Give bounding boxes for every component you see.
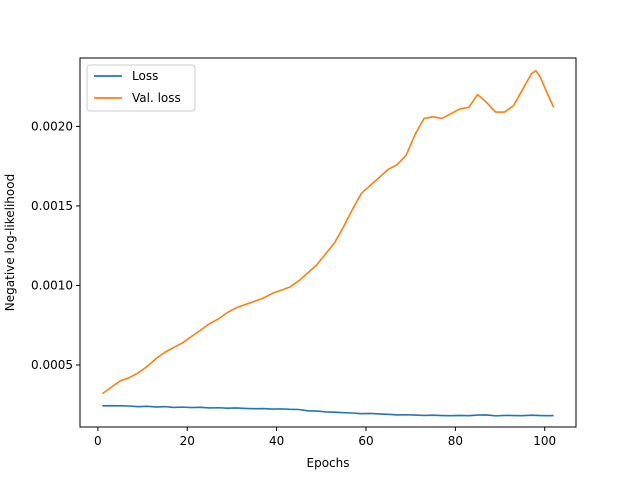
x-tick-label: 20	[180, 434, 195, 448]
plot-frame	[79, 57, 577, 428]
legend: Loss Val. loss	[86, 64, 196, 112]
x-tick-label: 0	[94, 434, 102, 448]
x-axis-ticks: 0 20 40 60 80 100	[94, 427, 556, 448]
x-tick-label: 80	[448, 434, 463, 448]
series-line-val-loss	[101, 69, 555, 395]
x-tick-label: 60	[358, 434, 373, 448]
legend-label-loss: Loss	[132, 69, 158, 83]
y-tick-label: 0.0005	[31, 358, 73, 372]
y-tick-label: 0.0010	[31, 278, 73, 292]
legend-label-val-loss: Val. loss	[132, 91, 181, 105]
y-tick-label: 0.0015	[31, 199, 73, 213]
x-axis-label: Epochs	[307, 456, 350, 470]
y-axis-label: Negative log-likelihood	[3, 174, 17, 311]
x-tick-label: 40	[269, 434, 284, 448]
y-tick-label: 0.0020	[31, 119, 73, 133]
series-line-loss	[102, 404, 554, 417]
x-tick-label: 100	[533, 434, 556, 448]
y-axis-ticks: 0.0005 0.0010 0.0015 0.0020	[31, 119, 80, 372]
series-layer	[101, 69, 555, 417]
